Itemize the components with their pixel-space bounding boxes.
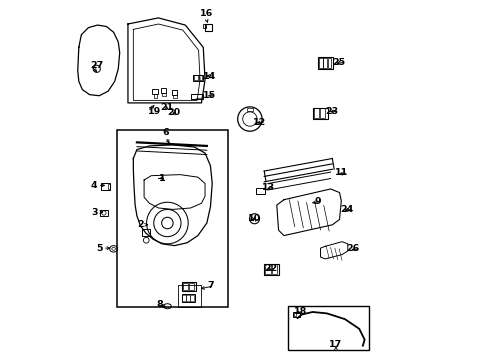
Bar (246, 108, 252, 111)
Bar (186, 295, 189, 301)
Text: 4: 4 (91, 181, 97, 190)
Text: 18: 18 (293, 307, 307, 316)
Text: 26: 26 (346, 244, 359, 253)
Bar (178, 285, 201, 307)
Bar (320, 108, 325, 118)
Text: 10: 10 (247, 214, 261, 223)
Bar (203, 24, 206, 28)
Text: 12: 12 (252, 118, 265, 127)
Bar (162, 93, 165, 96)
Bar (182, 294, 195, 302)
Bar (264, 264, 279, 275)
Text: 22: 22 (264, 265, 277, 274)
Bar (190, 295, 193, 301)
Bar (271, 264, 277, 274)
Bar (293, 312, 299, 318)
Bar (192, 75, 203, 81)
Bar (293, 312, 296, 316)
Bar (313, 108, 318, 118)
Bar (265, 264, 270, 274)
Text: 19: 19 (147, 107, 161, 116)
Text: 24: 24 (340, 205, 353, 214)
Text: 16: 16 (199, 9, 212, 18)
Text: 8: 8 (156, 300, 163, 309)
Bar (160, 88, 165, 93)
Text: 5: 5 (96, 244, 102, 253)
Text: 21: 21 (160, 103, 173, 112)
Bar (183, 283, 187, 291)
Text: 7: 7 (207, 281, 214, 290)
Text: 6: 6 (162, 128, 168, 137)
Text: 23: 23 (325, 107, 338, 116)
Text: 9: 9 (314, 197, 321, 206)
Bar (152, 89, 158, 94)
Bar (173, 95, 177, 98)
Bar (153, 94, 157, 98)
Text: 3: 3 (91, 208, 97, 217)
Text: 13: 13 (261, 183, 274, 192)
Bar (327, 58, 330, 68)
Text: 14: 14 (202, 72, 215, 81)
Bar (182, 282, 196, 291)
Bar (319, 58, 322, 68)
Bar (172, 90, 177, 95)
Text: 11: 11 (335, 168, 348, 177)
Text: 2: 2 (137, 220, 144, 229)
Bar (312, 108, 327, 119)
Text: 27: 27 (90, 61, 103, 70)
Bar (198, 75, 202, 80)
Bar (107, 184, 110, 189)
Bar (255, 188, 264, 194)
Bar (193, 75, 198, 80)
Bar (204, 24, 211, 31)
Bar (189, 283, 194, 291)
Bar (101, 183, 110, 190)
Text: 25: 25 (332, 58, 345, 67)
Bar (317, 57, 332, 69)
Text: 1: 1 (159, 174, 165, 183)
Bar (117, 130, 228, 307)
Text: 15: 15 (202, 91, 215, 100)
Bar (100, 210, 108, 216)
Bar (287, 306, 368, 350)
Bar (182, 295, 185, 301)
Bar (323, 58, 326, 68)
Bar (142, 229, 150, 235)
Text: 20: 20 (166, 108, 180, 117)
Text: 17: 17 (328, 340, 342, 349)
